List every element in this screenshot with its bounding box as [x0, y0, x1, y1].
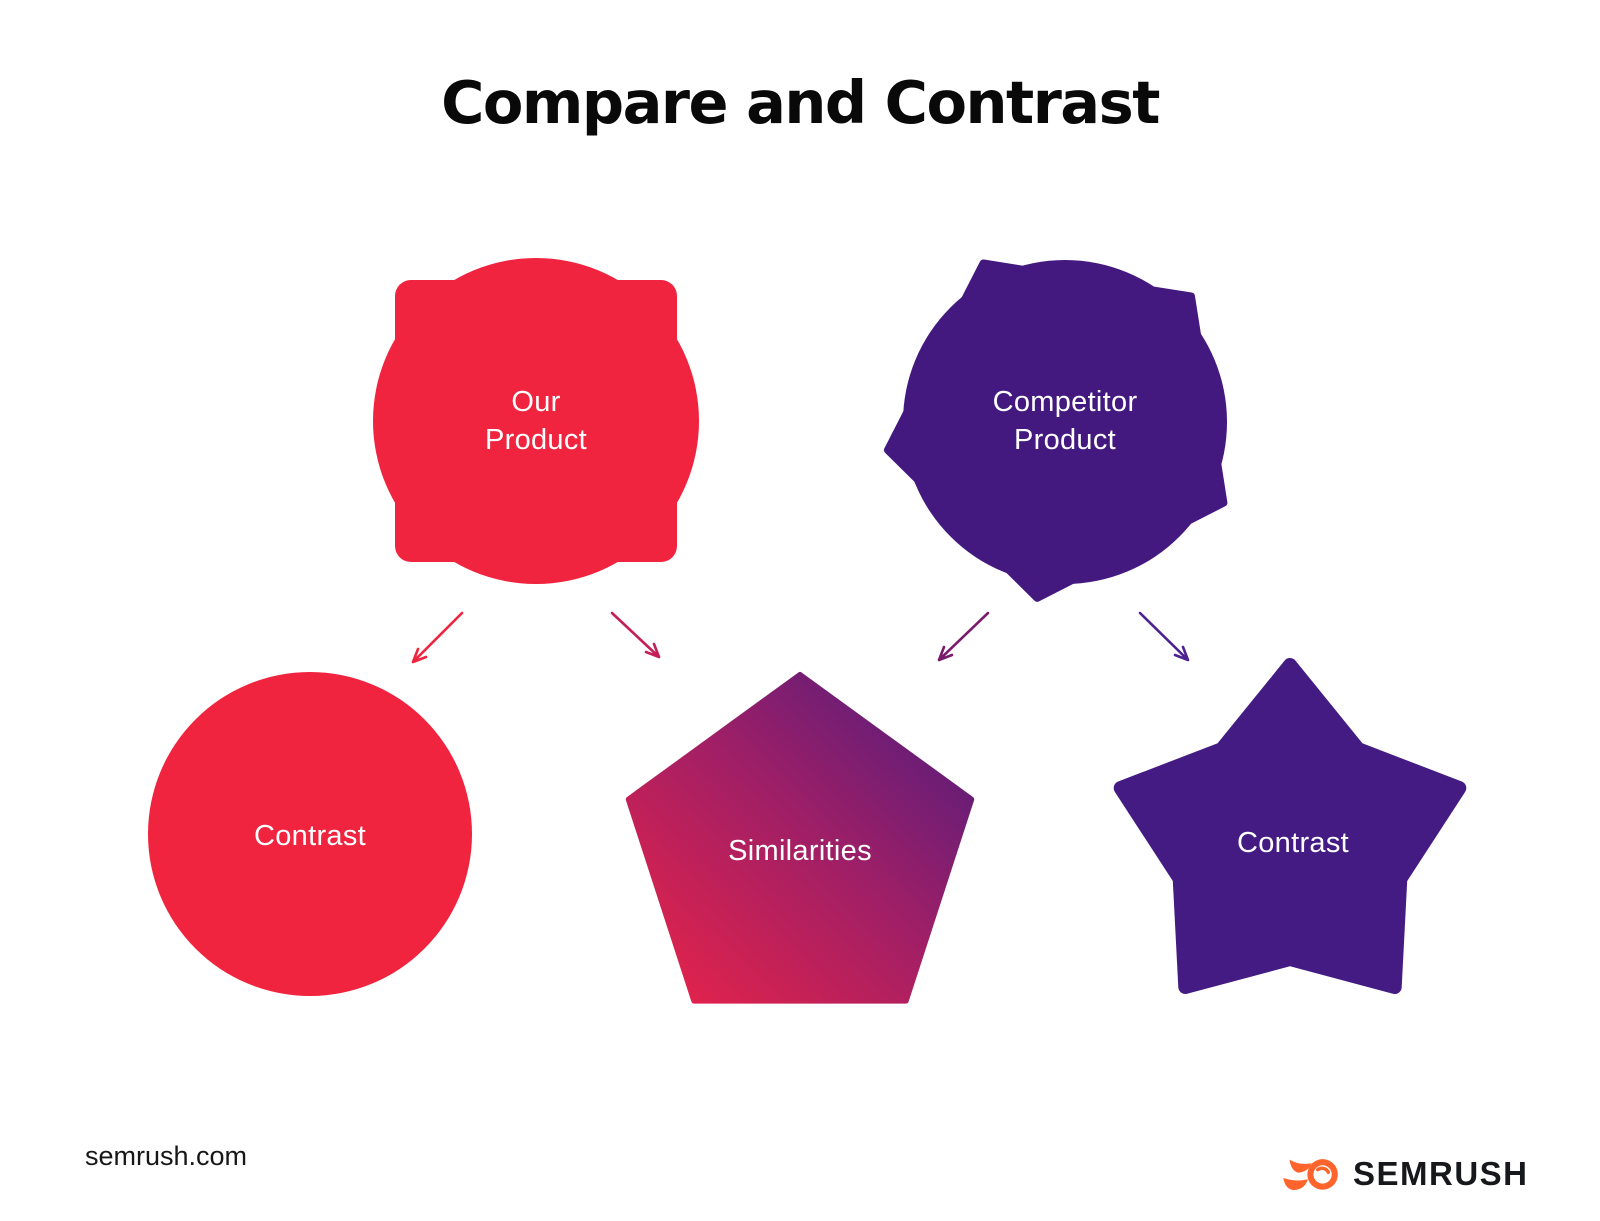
- arrow-competitor-to-similarities: [937, 611, 990, 662]
- our-product-shape: [373, 258, 699, 584]
- our-product-label: Our Product: [485, 383, 587, 459]
- page-title: Compare and Contrast: [441, 68, 1160, 137]
- arrow-competitor-to-contrast: [1138, 611, 1190, 662]
- arrow-our-to-contrast: [411, 611, 464, 664]
- footer-website-text: semrush.com: [85, 1141, 248, 1171]
- competitor-product-label-line1: Competitor: [992, 386, 1138, 418]
- competitor-product-label-line2: Product: [1013, 424, 1117, 456]
- competitor-product-circle: [903, 260, 1227, 584]
- semrush-comet-icon: [1283, 1159, 1338, 1191]
- semrush-logo: SEMRUSH: [1282, 1150, 1529, 1198]
- similarities-shape: [625, 672, 975, 1004]
- comet-ball-arc: [1316, 1166, 1331, 1174]
- contrast-left-label: Contrast: [254, 820, 366, 852]
- comet-flame-lower: [1283, 1177, 1308, 1191]
- our-product-label-line2: Product: [484, 424, 588, 456]
- our-product-circle: [373, 258, 699, 584]
- competitor-product-label: Competitor Product: [993, 383, 1138, 459]
- contrast-right-shape: [1113, 658, 1467, 994]
- comet-flame-upper: [1289, 1159, 1312, 1173]
- contrast-left-shape: [148, 672, 472, 996]
- semrush-logo-text: SEMRUSH: [1353, 1155, 1529, 1192]
- competitor-product-shape: [884, 259, 1228, 602]
- contrast-right-label: Contrast: [1237, 827, 1349, 859]
- similarities-label: Similarities: [728, 835, 872, 867]
- our-product-label-line1: Our: [511, 386, 561, 418]
- arrow-our-to-similarities: [610, 611, 661, 659]
